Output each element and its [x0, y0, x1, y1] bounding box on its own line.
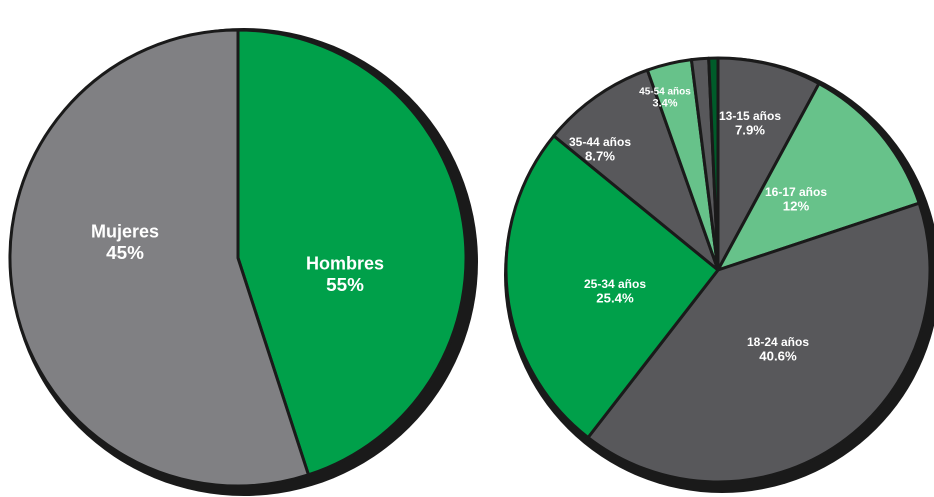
pie-label-category-hombres: Hombres: [306, 253, 384, 273]
pie-slice-65-100-anos: [707, 56, 720, 272]
pie-slice-13-15-anos: [716, 56, 821, 272]
pie-label-value-45-54-anos: 3.4%: [652, 98, 677, 110]
pie-label-value-65-100-anos: 0.7%: [719, 17, 742, 28]
pie-label-value-13-15-anos: 7.9%: [735, 123, 765, 138]
pie-label-category-25-34-anos: 25-34 años: [584, 277, 646, 291]
pie-slice-18-24-anos: [586, 201, 932, 484]
pie-label-value-18-24-anos: 40.6%: [759, 349, 797, 364]
header-strip: [0, 0, 540, 10]
pie-label-category-18-24-anos: 18-24 años: [747, 335, 809, 349]
pie-label-category-65-100-anos: 65-100 años: [704, 7, 756, 17]
pie-label-value-55-64-anos: 1.3%: [649, 17, 672, 28]
pie-slice-mujeres: [236, 28, 468, 477]
pie-label-category-mujeres: Mujeres: [91, 221, 159, 241]
pie-slice-hombres: [8, 28, 310, 488]
pie-label-category-13-15-anos: 13-15 años: [719, 109, 781, 123]
pie-label-value-25-34-anos: 25.4%: [596, 291, 634, 306]
pie-label-category-45-54-anos: 45-54 años: [639, 87, 691, 98]
pie-slice-25-34-anos: [504, 134, 720, 440]
pie-slice-35-44-anos: [552, 68, 720, 272]
pie-label-category-35-44-anos: 35-44 años: [569, 135, 631, 149]
pie-label-value-16-17-anos: 12%: [783, 199, 810, 214]
pie-slice-16-17-anos: [716, 82, 921, 272]
pie-label-value-35-44-anos: 8.7%: [585, 149, 615, 164]
pie-label-category-16-17-anos: 16-17 años: [765, 185, 827, 199]
pie-label-value-mujeres: 45%: [106, 243, 144, 264]
pie-label-category-55-64-anos: 55-64 años: [637, 7, 684, 17]
pie-label-value-hombres: 55%: [326, 275, 364, 296]
